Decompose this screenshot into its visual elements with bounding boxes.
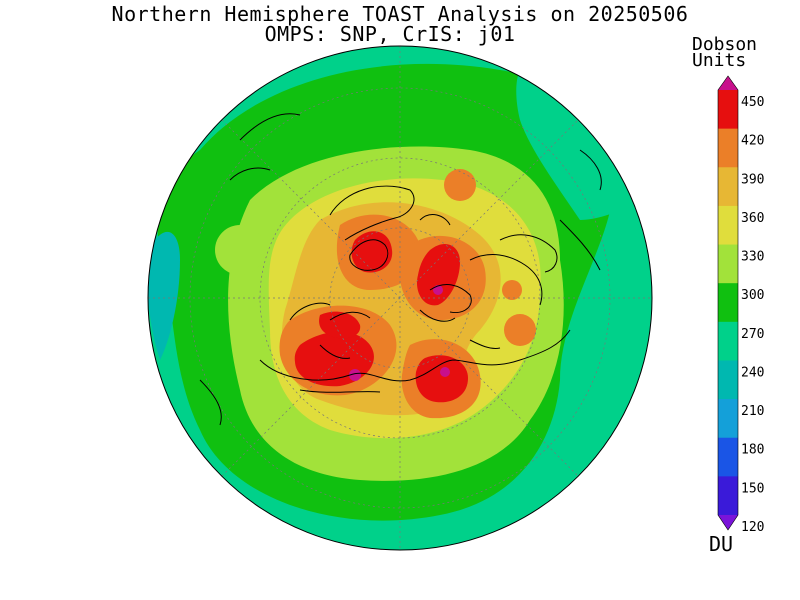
field-orange-6: [504, 314, 536, 346]
field-ocean-pacific: [516, 70, 650, 220]
field-orange-7: [502, 280, 522, 300]
colorbar-tick-label: 360: [741, 211, 764, 226]
field-orange-5: [444, 169, 476, 201]
colorbar-tick-label: 330: [741, 250, 764, 265]
colorbar-tick-label: 270: [741, 327, 764, 342]
colorbar-tick-label: 390: [741, 172, 764, 187]
colorbar-swatch: [718, 283, 738, 323]
colorbar-units-label-2: Units: [692, 50, 747, 71]
colorbar-tick-label: 240: [741, 365, 764, 380]
colorbar-tick-label: 150: [741, 481, 764, 496]
field-red-1: [351, 231, 393, 273]
colorbar-tick-label: 450: [741, 95, 764, 110]
colorbar-swatch: [718, 244, 738, 284]
colorbar-units-label: Dobson: [692, 34, 758, 55]
colorbar-swatch: [718, 205, 738, 246]
colorbar-swatch: [718, 399, 738, 439]
ozone-field: [148, 46, 652, 550]
field-red-2: [416, 243, 460, 306]
colorbar-tick-label: 180: [741, 443, 764, 458]
field-light-green-patch: [215, 225, 265, 275]
colorbar-outline: [717, 75, 739, 531]
colorbar-top-extension: [718, 76, 738, 90]
field-magenta-1: [349, 369, 361, 381]
colorbar-tick-label: 120: [741, 520, 764, 535]
coastlines: [199, 113, 602, 426]
colorbar-tick-label: 420: [741, 134, 764, 149]
map-title: Northern Hemisphere TOAST Analysis on 20…: [111, 2, 689, 26]
graticule: [148, 46, 652, 550]
field-teal-west: [148, 231, 180, 360]
colorbar-swatch: [718, 321, 738, 361]
colorbar-swatch: [718, 90, 738, 130]
colorbar-swatch: [718, 437, 738, 477]
colorbar-tick-label: 300: [741, 288, 764, 303]
map-boundary: [147, 45, 653, 551]
colorbar-footer-label: DU: [709, 532, 734, 556]
colorbar-tick-label: 210: [741, 404, 764, 419]
field-magenta-2: [440, 367, 450, 377]
field-red-4: [415, 355, 468, 403]
field-red-5: [319, 311, 361, 339]
colorbar-swatch: [718, 476, 738, 516]
colorbar-bottom-extension: [718, 515, 738, 530]
colorbar-swatch: [718, 167, 738, 207]
map-subtitle: OMPS: SNP, CrIS: j01: [264, 22, 516, 46]
colorbar-swatch: [718, 128, 738, 168]
colorbar-swatch: [718, 360, 738, 400]
